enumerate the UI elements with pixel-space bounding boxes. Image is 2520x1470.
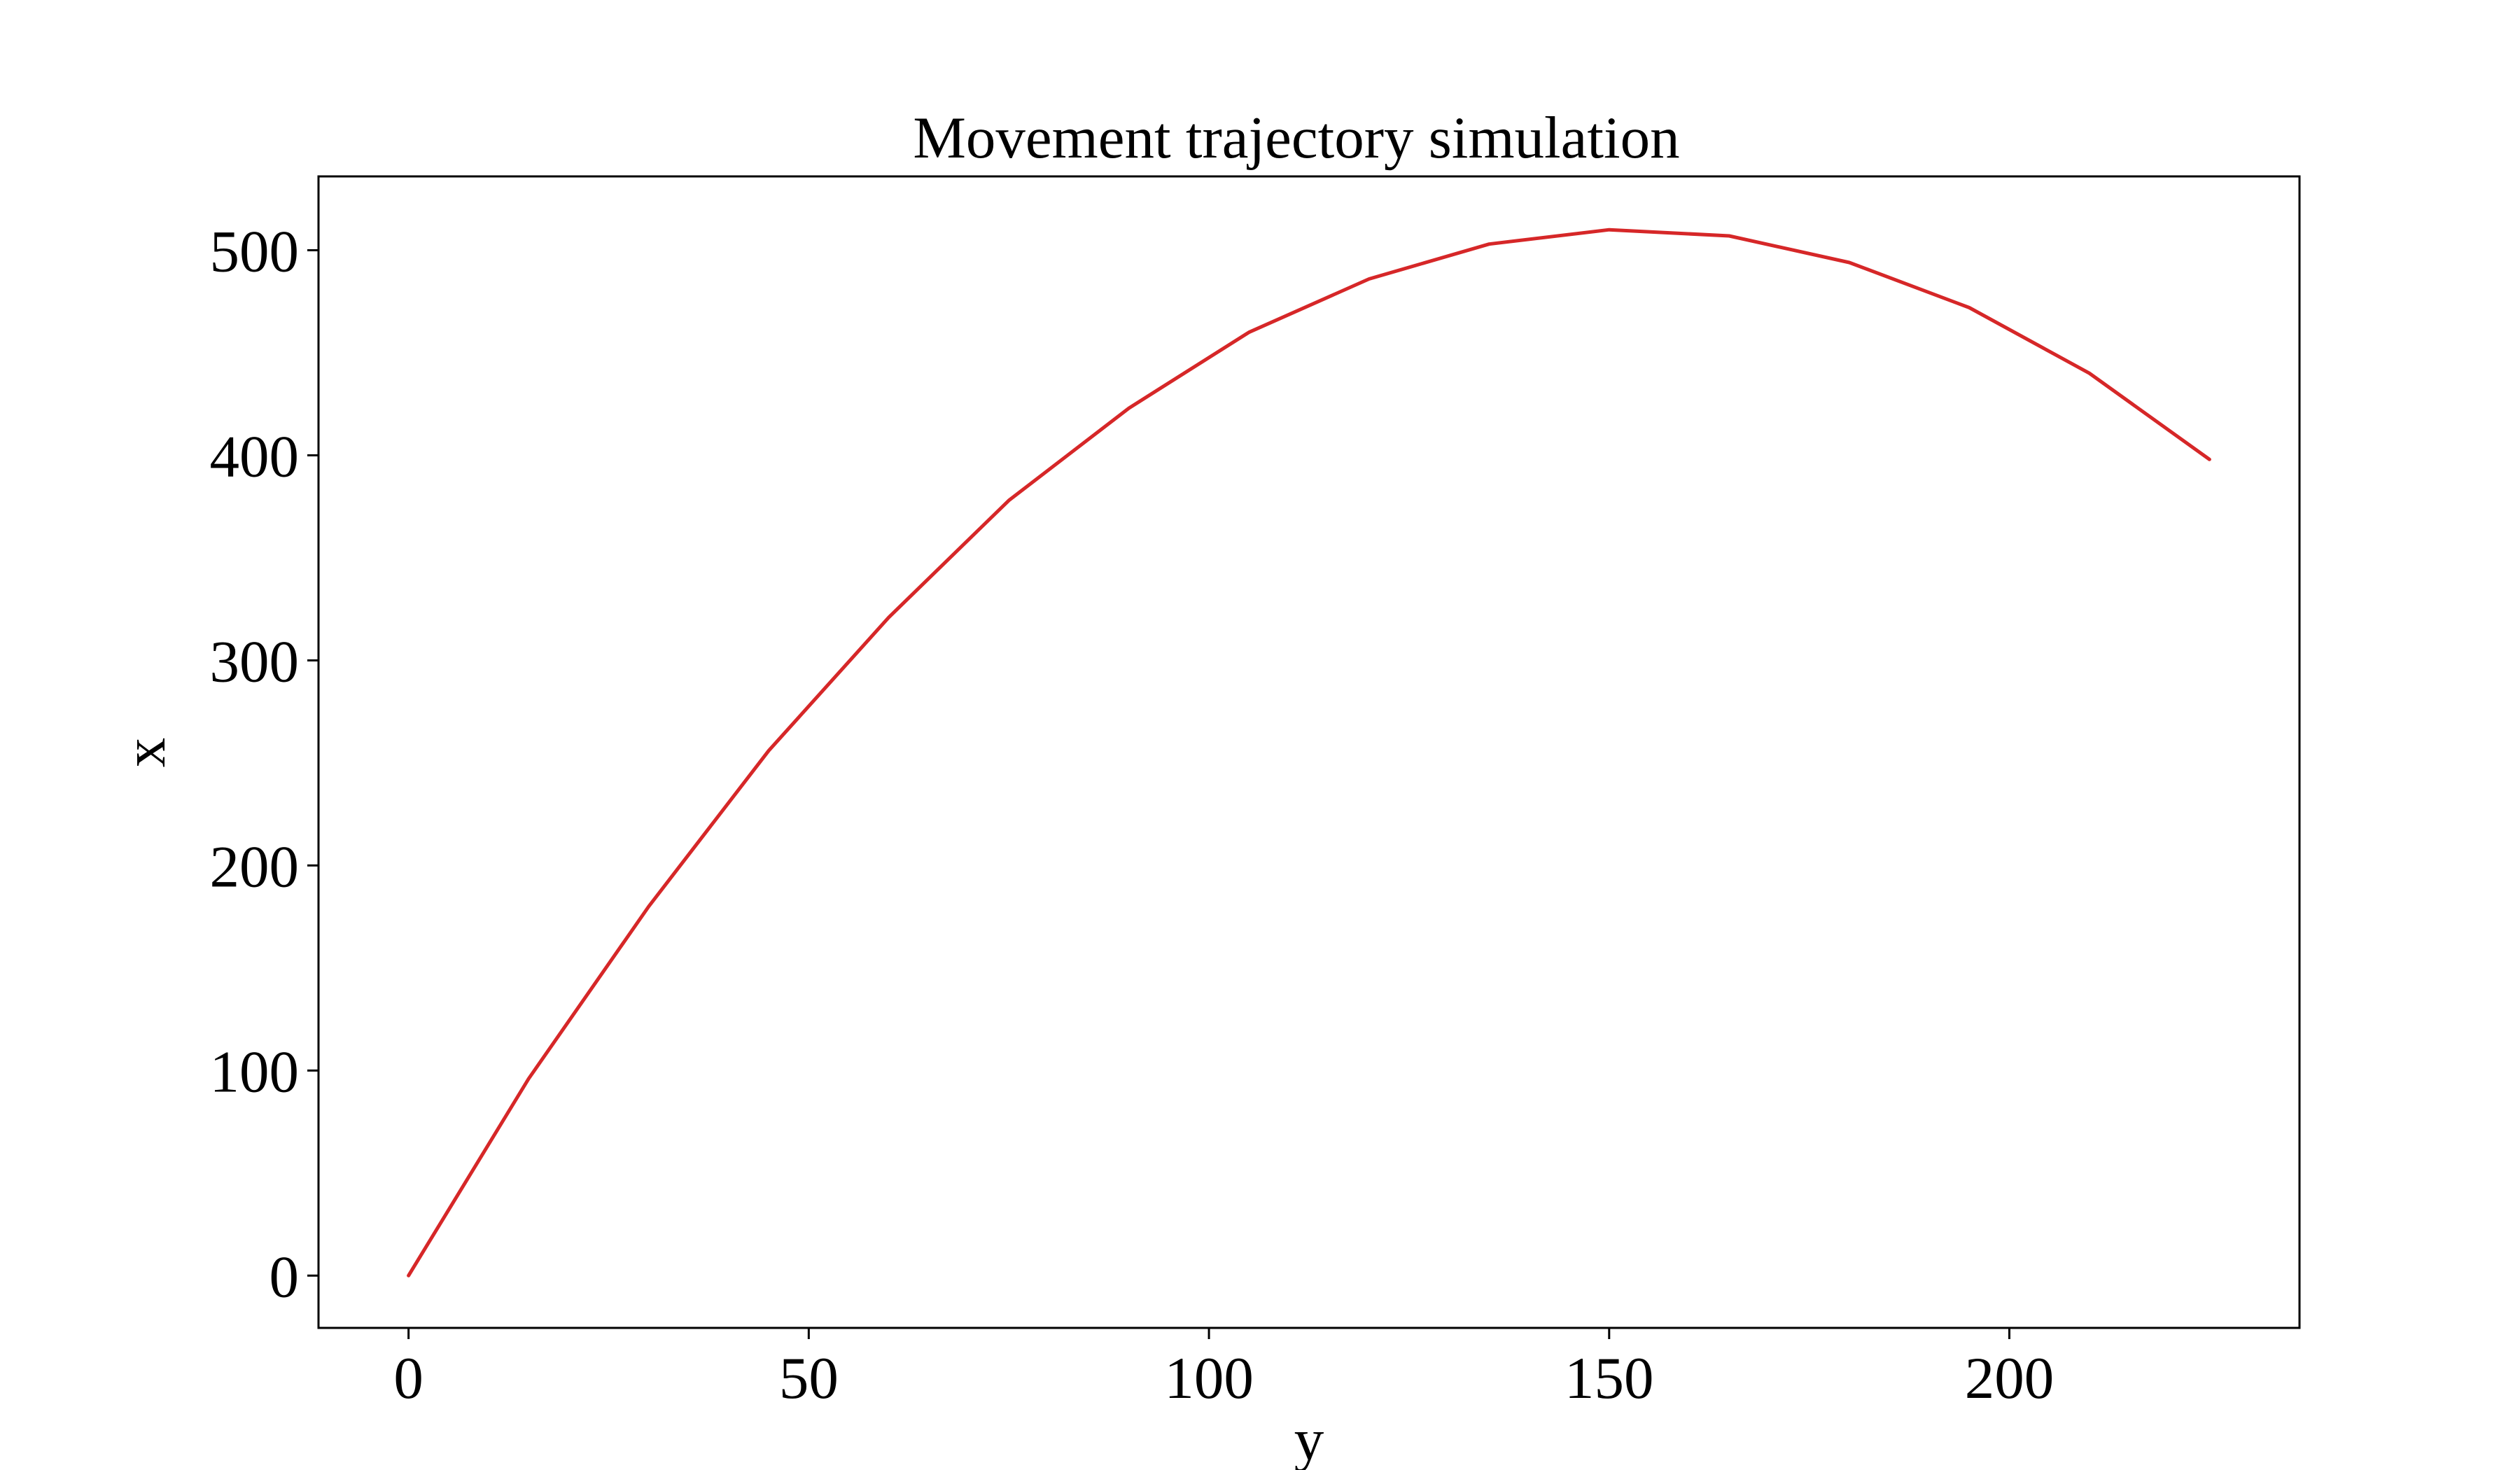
x-tick-label: 200 (1965, 1345, 2054, 1411)
data-points (408, 230, 2210, 1276)
x-axis-label: y (1294, 1407, 1324, 1470)
y-tick-label: 500 (210, 218, 300, 284)
plot-area: 0 50 100 150 200 0 100 200 300 400 500 (210, 175, 2301, 1411)
y-axis: 0 100 200 300 400 500 (210, 218, 318, 1310)
x-tick-label: 100 (1164, 1345, 1254, 1411)
y-tick-label: 200 (210, 834, 300, 899)
x-axis: 0 50 100 150 200 (393, 1328, 2054, 1411)
x-tick-label: 150 (1564, 1345, 1654, 1411)
x-tick-label: 0 (393, 1345, 424, 1411)
chart-title: Movement trajectory simulation (913, 105, 1679, 171)
y-axis-label: x (112, 738, 178, 768)
plot-frame (317, 175, 2301, 1329)
trajectory-line (407, 227, 2211, 1278)
y-tick-label: 400 (210, 424, 300, 489)
y-tick-label: 300 (210, 629, 300, 694)
x-tick-label: 50 (779, 1345, 839, 1411)
y-tick-label: 100 (210, 1039, 300, 1105)
y-tick-label: 0 (270, 1244, 300, 1310)
